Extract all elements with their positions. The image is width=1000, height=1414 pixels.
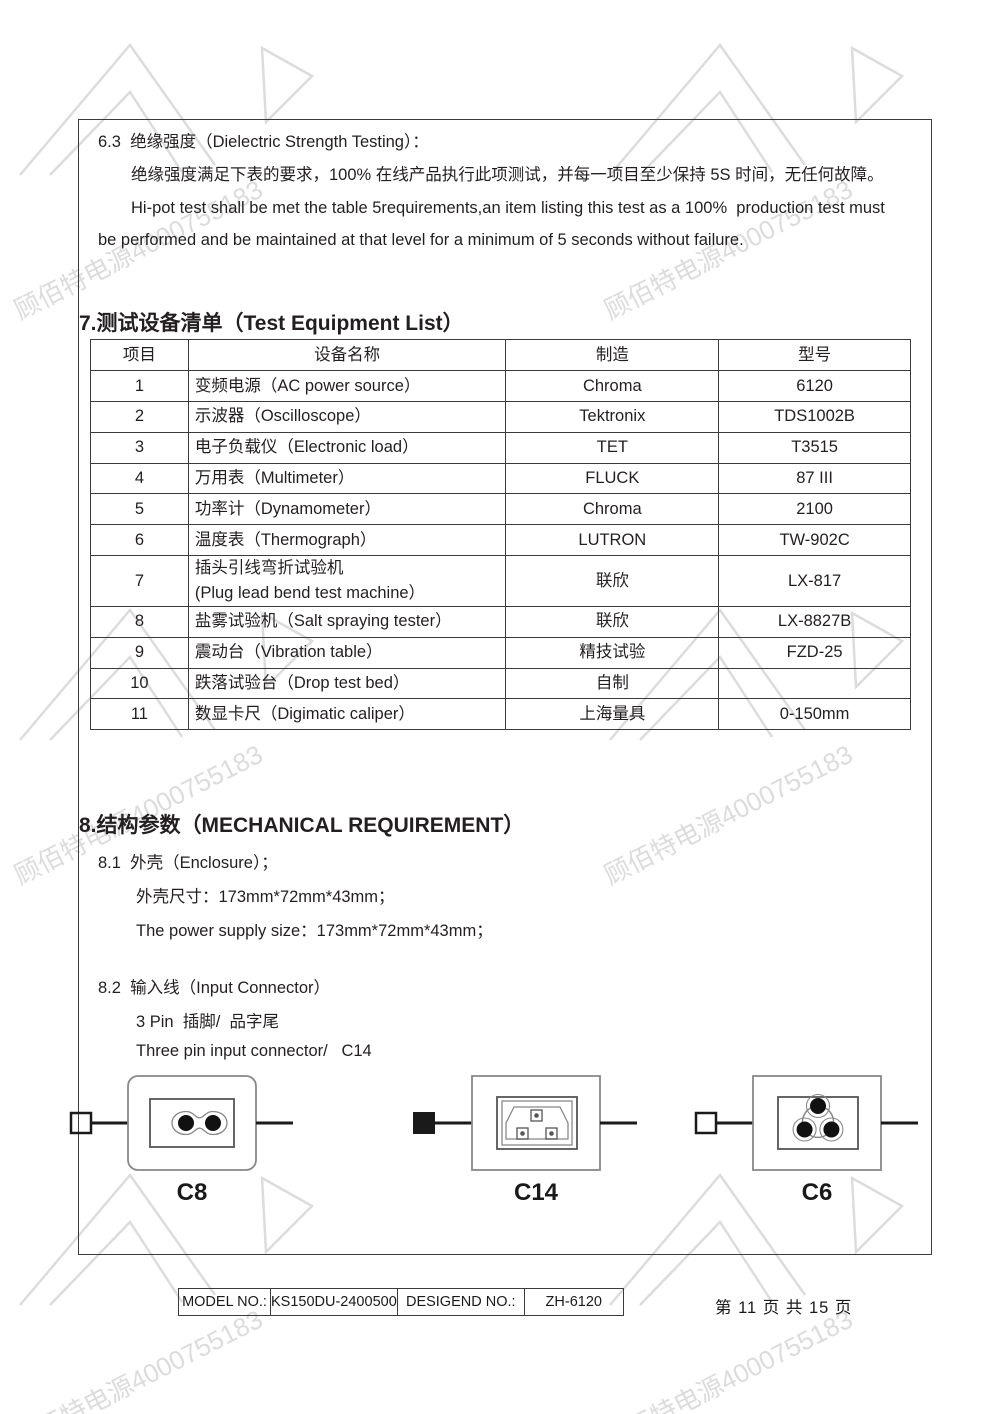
svg-text:C14: C14 [514,1179,559,1206]
svg-text:C6: C6 [802,1179,833,1206]
svg-text:C8: C8 [177,1179,208,1206]
